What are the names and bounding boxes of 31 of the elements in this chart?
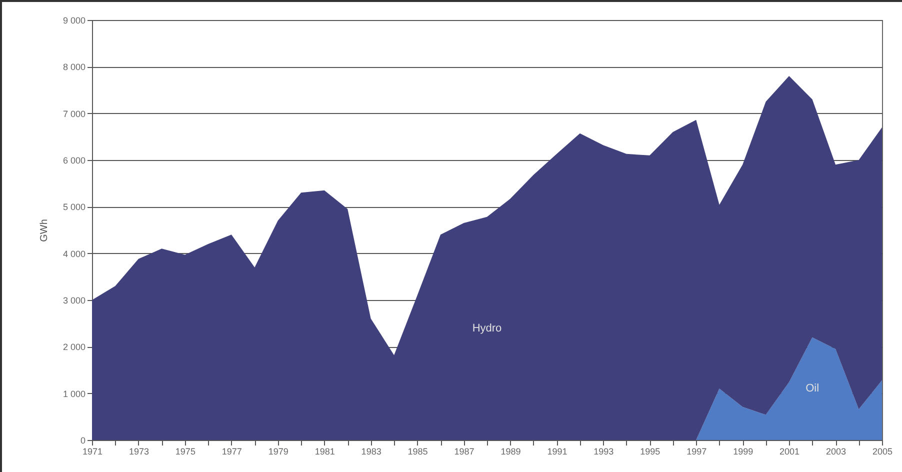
y-tick-label: 8 000 bbox=[62, 62, 86, 72]
x-tick-label: 1981 bbox=[314, 446, 335, 456]
x-tick-label: 1999 bbox=[733, 446, 754, 456]
x-tick-label: 1971 bbox=[82, 446, 103, 456]
series-label: Oil bbox=[806, 382, 820, 395]
x-tick-label: 1983 bbox=[361, 446, 382, 456]
x-tick-label: 1977 bbox=[222, 446, 242, 456]
y-tick-label: 0 bbox=[80, 436, 86, 446]
x-tick-label: 1989 bbox=[500, 446, 521, 456]
y-tick-label: 5 000 bbox=[62, 202, 86, 212]
x-tick-label: 1995 bbox=[640, 446, 660, 456]
series-label: Hydro bbox=[472, 322, 502, 334]
y-tick-label: 7 000 bbox=[62, 108, 86, 119]
x-tick-label: 2005 bbox=[872, 446, 893, 456]
x-tick-label: 2003 bbox=[826, 446, 846, 456]
x-tick-label: 1979 bbox=[268, 446, 288, 456]
y-tick-label: 4 000 bbox=[62, 248, 86, 259]
x-tick-label: 1975 bbox=[175, 446, 196, 456]
y-tick-label: 2 000 bbox=[62, 342, 86, 352]
x-tick-label: 1973 bbox=[128, 446, 149, 456]
x-tick-label: 1987 bbox=[454, 446, 474, 456]
y-tick-label: 3 000 bbox=[62, 296, 86, 306]
x-tick-label: 2001 bbox=[780, 446, 800, 456]
x-tick-label: 1991 bbox=[547, 446, 568, 456]
y-tick-label: 1 000 bbox=[62, 388, 86, 399]
y-tick-label: 6 000 bbox=[62, 156, 86, 166]
x-tick-label: 1985 bbox=[408, 446, 428, 456]
x-tick-label: 1993 bbox=[594, 446, 614, 456]
x-tick-label: 1997 bbox=[686, 446, 707, 456]
y-tick-label: 9 000 bbox=[62, 16, 86, 26]
y-axis-title: GWh bbox=[38, 219, 50, 242]
